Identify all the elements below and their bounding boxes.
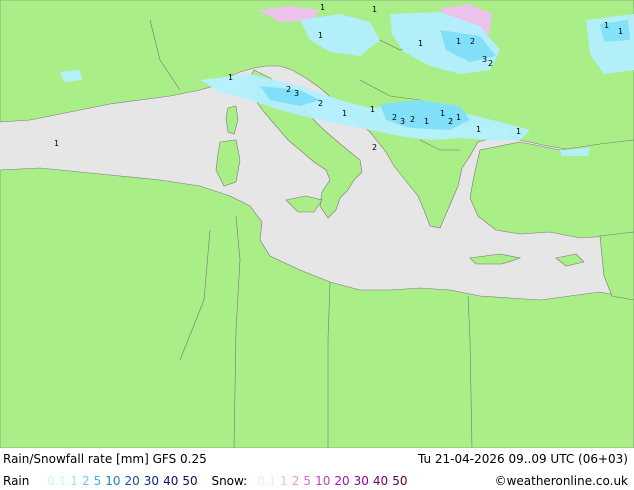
map-label: 2 (488, 59, 493, 68)
map-datetime: Tu 21-04-2026 09..09 UTC (06+03) (417, 452, 628, 466)
land-turkey (469, 139, 634, 239)
map-label: 2 (286, 85, 291, 94)
snow-legend: 0.1 1 2 5 10 20 30 40 50 (257, 474, 411, 488)
map-label: 1 (228, 73, 233, 82)
map-label: 3 (294, 89, 299, 98)
land-cyprus (555, 253, 585, 267)
snow-legend-item: 0.1 (257, 474, 277, 488)
map-label: 2 (470, 37, 475, 46)
map-label: 2 (392, 113, 397, 122)
map-label: 2 (410, 115, 415, 124)
footer-legend-row: Rain 0.1 1 2 5 10 20 30 40 50 Snow: 0.1 1 2 5 10 20 30… (3, 474, 628, 488)
snow-legend-item: 10 (315, 474, 331, 488)
land-corsica (225, 105, 239, 135)
snow-legend-item: 1 (280, 474, 288, 488)
map-label: 3 (482, 55, 487, 64)
rain-legend: 0.1 1 2 5 10 20 30 40 50 (47, 474, 201, 488)
snow-legend-item: 50 (392, 474, 408, 488)
map-label: 2 (318, 99, 323, 108)
map-label: 1 (372, 5, 377, 14)
map-label: 1 (342, 109, 347, 118)
map-label: 1 (476, 125, 481, 134)
map-title: Rain/Snowfall rate [mm] GFS 0.25 (3, 452, 207, 466)
snow-legend-item: 40 (372, 474, 389, 488)
map-label: 1 (54, 139, 59, 148)
map-label: 1 (456, 37, 461, 46)
footer: Rain/Snowfall rate [mm] GFS 0.25 Tu 21-0… (0, 448, 634, 490)
map-label: 1 (318, 31, 323, 40)
footer-title-row: Rain/Snowfall rate [mm] GFS 0.25 Tu 21-0… (3, 452, 628, 466)
rain-legend-item: 50 (182, 474, 198, 488)
map-label: 1 (320, 3, 325, 12)
rain-legend-item: 10 (105, 474, 121, 488)
map-label: 1 (370, 105, 375, 114)
snow-legend-item: 30 (353, 474, 369, 488)
map-label: 3 (400, 117, 405, 126)
rain-legend-item: 0.1 (47, 474, 67, 488)
precip-value-labels: 1 1 1 1 2 3 2 1 1 2 3 2 1 1 2 1 1 1 2 1 … (54, 3, 623, 152)
land-crete (469, 253, 522, 265)
rain-medium-areas (260, 20, 630, 130)
map-label: 1 (516, 127, 521, 136)
land-sardinia (215, 139, 241, 187)
land-sicily (285, 195, 323, 213)
map-label: 1 (456, 113, 461, 122)
map-label: 2 (448, 117, 453, 126)
rain-legend-item: 1 (70, 474, 78, 488)
snow-legend-item: 20 (334, 474, 350, 488)
map-label: 1 (604, 21, 609, 30)
map-label: 1 (440, 109, 445, 118)
precipitation-map: 1 1 1 1 2 3 2 1 1 2 3 2 1 1 2 1 1 1 2 1 … (0, 0, 634, 448)
snow-legend-item: 2 (291, 474, 300, 488)
map-label: 2 (372, 143, 377, 152)
rain-legend-item: 40 (163, 474, 179, 488)
map-label: 1 (618, 27, 623, 36)
rain-legend-item: 2 (81, 474, 90, 488)
credit-link[interactable]: ©weatheronline.co.uk (494, 474, 628, 488)
land-levant (599, 231, 634, 301)
snow-legend-item: 5 (303, 474, 312, 488)
rain-legend-label: Rain (3, 474, 30, 488)
rain-legend-item: 30 (143, 474, 160, 488)
snow-legend-label: Snow: (211, 474, 248, 488)
map-label: 1 (418, 39, 423, 48)
rain-legend-item: 20 (124, 474, 140, 488)
map-label: 1 (424, 117, 429, 126)
rain-legend-item: 5 (93, 474, 102, 488)
